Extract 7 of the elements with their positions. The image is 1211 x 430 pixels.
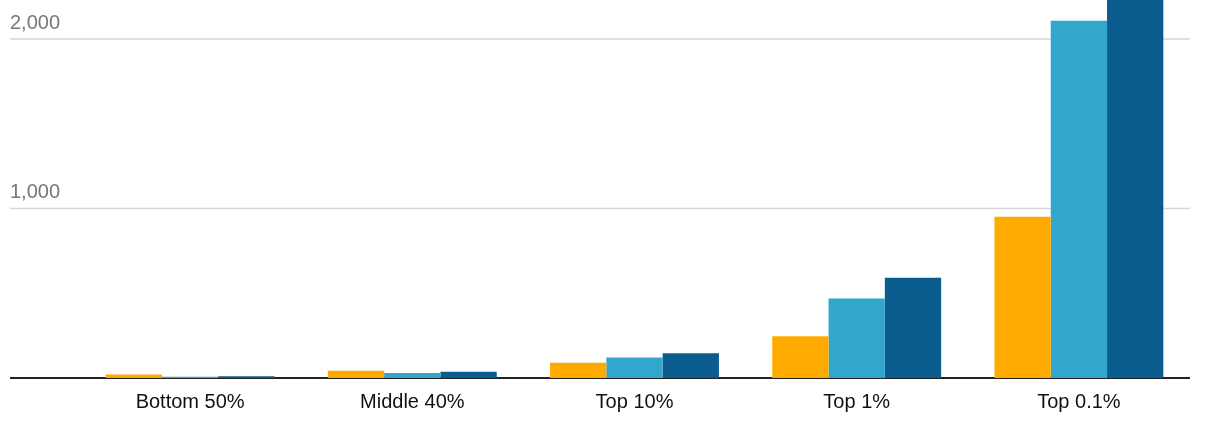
y-tick-label: 2,000 xyxy=(10,10,61,33)
x-tick-label: Bottom 50% xyxy=(135,389,245,412)
x-tick-label: Middle 40% xyxy=(360,389,465,412)
x-tick-label: Top 10% xyxy=(595,389,674,412)
x-tick-label: Top 1% xyxy=(823,389,891,412)
x-tick-label: Top 0.1% xyxy=(1037,389,1121,412)
y-tick-label: 1,000 xyxy=(10,180,61,203)
